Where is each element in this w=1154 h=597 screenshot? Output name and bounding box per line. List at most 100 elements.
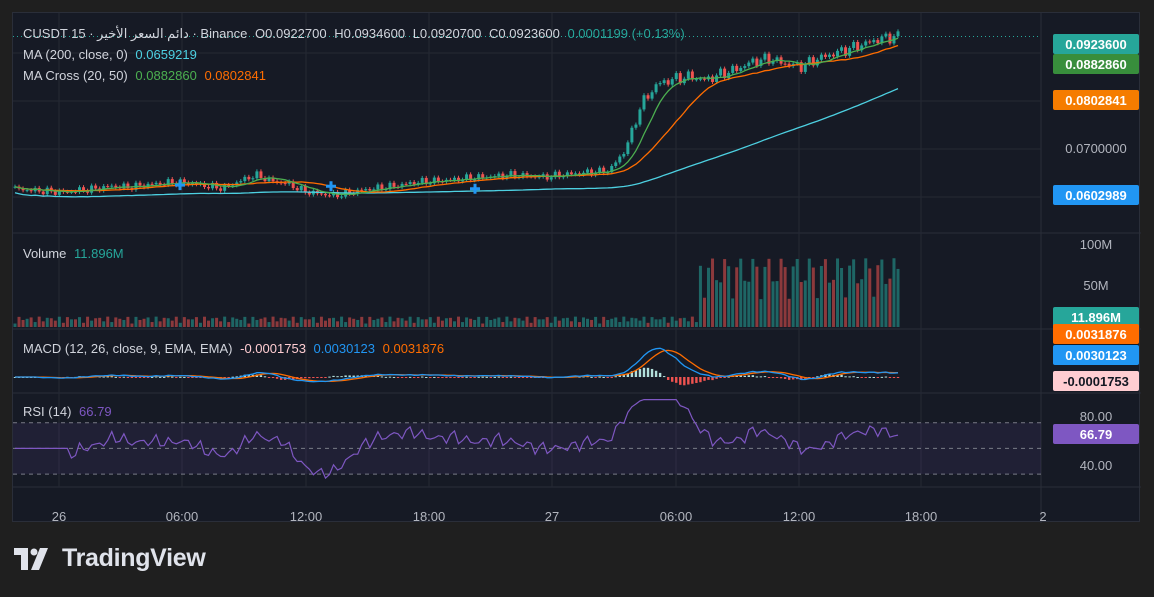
- macd-histogram-bar: [691, 377, 694, 384]
- candle-body: [219, 188, 223, 191]
- macd-histogram-bar: [602, 376, 605, 378]
- macd-histogram-bar: [771, 377, 775, 378]
- candle-body: [686, 71, 690, 79]
- macd-histogram-bar: [703, 377, 706, 381]
- candle-body: [852, 41, 856, 48]
- volume-bar: [49, 318, 53, 327]
- volume-bar: [610, 318, 614, 327]
- volume-legend[interactable]: Volume 11.896M: [23, 246, 128, 261]
- macd-histogram-bar: [759, 376, 763, 378]
- volume-bar: [174, 316, 178, 327]
- macd-histogram-bar: [150, 376, 154, 378]
- symbol-title[interactable]: CUSDT 15 · دائم السعر الأخير · Binance: [23, 26, 248, 41]
- volume-bar: [360, 316, 364, 327]
- candle-body: [408, 182, 412, 185]
- time-label-0600-b: 06:00: [659, 509, 693, 524]
- macd-histogram-bar: [880, 376, 884, 378]
- macd-histogram-bar: [654, 370, 658, 377]
- candle-body: [751, 58, 755, 63]
- ma20-price-tag: 0.0882860: [1053, 54, 1139, 74]
- candle-body: [182, 179, 186, 183]
- ma50-price-tag: 0.0802841: [1053, 90, 1139, 110]
- macd-histogram-bar: [501, 377, 505, 378]
- macd-histogram-bar: [646, 367, 650, 377]
- volume-bar: [57, 316, 61, 327]
- macd-histogram-bar: [376, 375, 380, 377]
- volume-bar: [86, 316, 90, 327]
- volume-bar: [779, 258, 783, 327]
- volume-bar: [17, 316, 21, 327]
- time-label-1200-b: 12:00: [782, 509, 816, 524]
- chart-frame[interactable]: CUSDT 15 · دائم السعر الأخير · Binance O…: [12, 12, 1141, 524]
- volume-bar: [440, 320, 444, 327]
- macd-histogram-bar: [126, 377, 130, 378]
- macd-histogram-bar: [715, 377, 718, 379]
- volume-bar: [719, 282, 723, 327]
- volume-bar: [537, 319, 541, 327]
- macd-histogram-bar: [175, 377, 178, 378]
- candle-body: [138, 182, 142, 186]
- ma-cross-legend[interactable]: MA Cross (20, 50) 0.0882860 0.0802841: [23, 68, 270, 83]
- candle-body: [868, 41, 872, 43]
- volume-bar: [400, 318, 404, 327]
- candle-body: [678, 73, 682, 84]
- macd-histogram-bar: [787, 377, 791, 380]
- candle-body: [122, 183, 126, 189]
- macd-histogram-bar: [247, 374, 251, 377]
- volume-bar: [279, 317, 283, 327]
- candle-body: [666, 80, 670, 85]
- ma200-legend[interactable]: MA (200, close, 0) 0.0659219: [23, 47, 201, 62]
- volume-bar: [186, 319, 190, 327]
- candle-body: [323, 193, 327, 196]
- volume-bar: [477, 316, 481, 327]
- volume-bar: [469, 318, 473, 327]
- macd-histogram-bar: [300, 377, 303, 379]
- candle-body: [29, 190, 33, 192]
- macd-histogram-bar: [723, 377, 726, 378]
- volume-bar: [799, 282, 803, 327]
- volume-bar: [582, 317, 586, 327]
- macd-histogram-bar: [171, 376, 174, 378]
- volume-bar: [731, 298, 735, 327]
- volume-bar: [747, 281, 751, 327]
- macd-histogram-bar: [106, 376, 109, 378]
- candle-body: [45, 187, 49, 195]
- volume-bar: [416, 317, 420, 327]
- macd-histogram-bar: [437, 377, 440, 378]
- volume-bar: [98, 317, 102, 327]
- macd-histogram-bar: [699, 377, 702, 383]
- volume-bar: [827, 282, 831, 327]
- volume-bar: [771, 281, 775, 327]
- candle-body: [404, 183, 408, 185]
- candle-body: [340, 196, 344, 198]
- volume-bar: [561, 318, 565, 327]
- candle-body: [505, 176, 509, 179]
- candle-body: [864, 41, 868, 46]
- macd-histogram-bar: [477, 376, 480, 378]
- chart-canvas[interactable]: [13, 13, 1141, 523]
- candle-body: [303, 185, 307, 193]
- candle-body: [251, 178, 255, 180]
- rsi-legend[interactable]: RSI (14) 66.79: [23, 404, 116, 419]
- volume-bar: [888, 278, 892, 327]
- candle-body: [473, 179, 477, 181]
- volume-bar: [126, 316, 130, 327]
- macd-histogram-bar: [888, 377, 892, 378]
- tradingview-logo[interactable]: TradingView: [14, 544, 206, 573]
- macd-histogram-bar: [344, 375, 347, 377]
- candle-body: [610, 165, 614, 173]
- volume-bar: [594, 316, 598, 327]
- candle-body: [702, 78, 706, 80]
- volume-bar: [807, 258, 811, 327]
- macd-histogram-bar: [618, 375, 621, 377]
- volume-axis-50m: 50M: [1083, 278, 1109, 293]
- volume-bar: [823, 259, 827, 327]
- candle-body: [287, 181, 291, 184]
- macd-legend[interactable]: MACD (12, 26, close, 9, EMA, EMA) -0.000…: [23, 341, 448, 356]
- macd-histogram-bar: [505, 377, 509, 378]
- macd-histogram-bar: [465, 376, 468, 378]
- volume-bar: [348, 317, 352, 327]
- candle-body: [767, 53, 771, 64]
- ma50-value: 0.0802841: [204, 68, 266, 83]
- candle-body: [392, 182, 396, 187]
